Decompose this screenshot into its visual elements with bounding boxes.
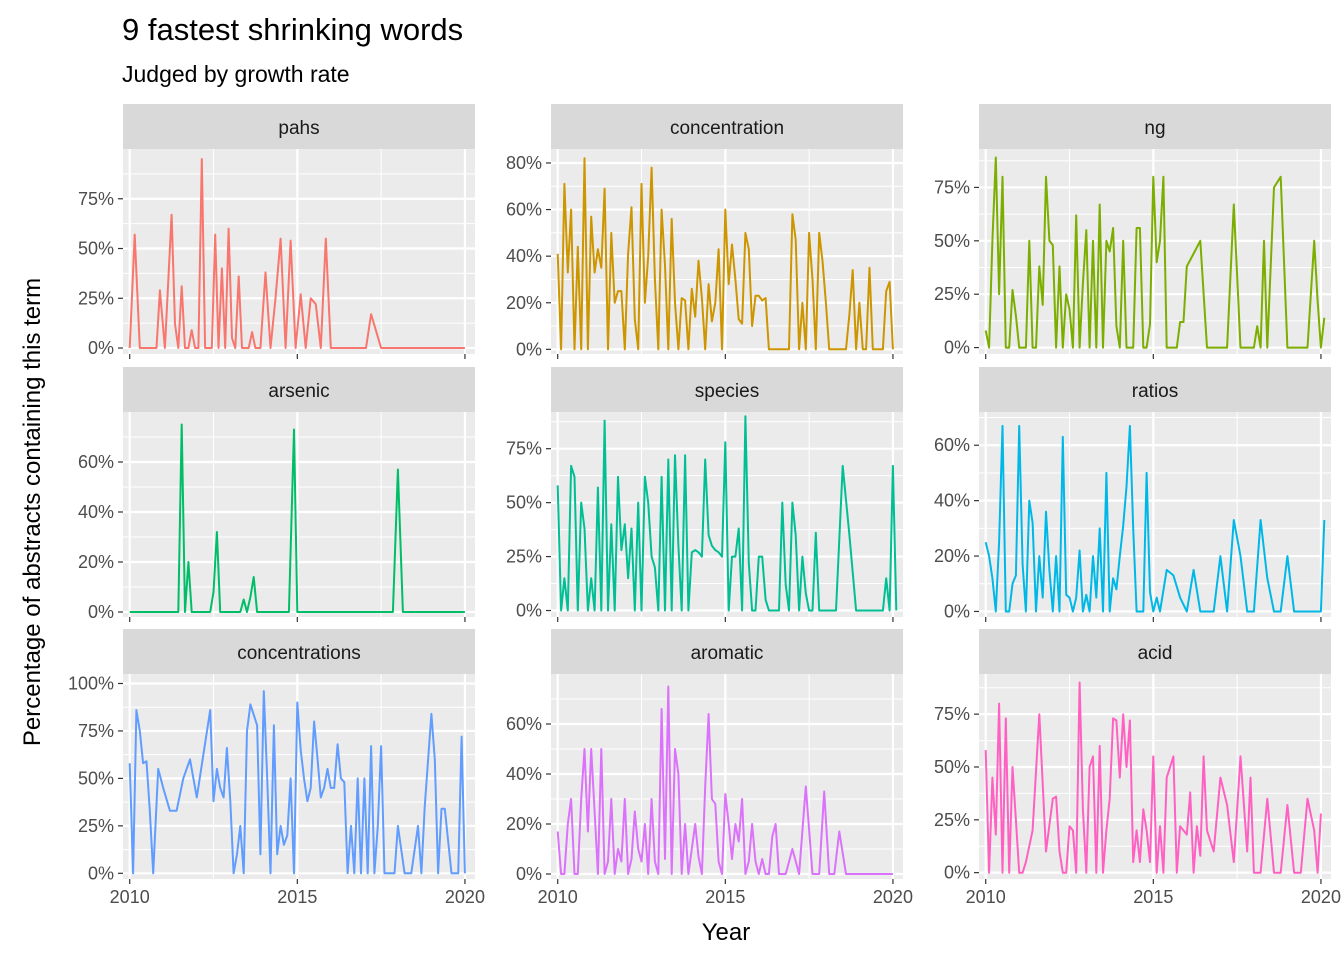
facet-strip-label: ratios [1132,381,1178,402]
series-line-ng [984,156,1326,349]
series-line-pahs [128,158,465,349]
y-tick-label: 50% [78,239,114,259]
chart-subtitle: Judged by growth rate [122,61,350,87]
facet-strip-label: concentration [670,118,784,139]
y-tick-label: 60% [506,200,542,220]
x-tick-label: 2020 [445,887,485,907]
panel-background [123,412,475,617]
y-tick-label: 0% [944,863,970,883]
x-tick-label: 2015 [705,887,745,907]
facet-strip [123,629,475,674]
y-tick-label: 40% [506,246,542,266]
y-tick-label: 25% [934,810,970,830]
facet-strip [979,367,1331,412]
y-tick-label: 20% [78,552,114,572]
x-tick-label: 2020 [1301,887,1341,907]
y-tick-label: 25% [506,547,542,567]
x-tick-label: 2015 [1133,887,1173,907]
x-tick-label: 2010 [966,887,1006,907]
y-tick-label: 50% [506,493,542,513]
facet-strip-label: concentrations [237,643,361,664]
y-tick-label: 0% [944,338,970,358]
series-line-aromatic [556,685,893,875]
y-tick-label: 40% [78,502,114,522]
y-tick-label: 25% [78,288,114,308]
x-axis-title: Year [702,919,751,946]
y-tick-label: 80% [506,153,542,173]
y-tick-label: 40% [934,491,970,511]
y-tick-label: 0% [516,864,542,884]
y-tick-label: 60% [506,714,542,734]
series-line-concentrations [128,690,466,875]
series-line-species [556,415,898,612]
facet-strip [551,629,903,674]
facet-strip-label: aromatic [691,643,764,664]
facet-strip-label: ng [1144,118,1165,139]
facet-strip-label: arsenic [268,381,329,402]
x-tick-label: 2020 [873,887,913,907]
panel-aromatic: aromatic 0% 20% 40% 60% 2010 2015 2020 [506,629,913,907]
y-tick-label: 0% [516,339,542,359]
y-tick-label: 75% [78,721,114,741]
y-tick-label: 40% [506,764,542,784]
facet-strip-label: species [695,381,759,402]
facet-strip [979,629,1331,674]
x-tick-label: 2015 [277,887,317,907]
y-tick-label: 0% [88,338,114,358]
x-tick-label: 2010 [110,887,150,907]
y-tick-label: 60% [934,435,970,455]
y-tick-label: 0% [88,863,114,883]
chart-title: 9 fastest shrinking words [122,12,463,47]
y-tick-label: 50% [78,768,114,788]
facet-strip [123,104,475,149]
x-tick-label: 2010 [538,887,578,907]
panel-ng: ng 0% 25% 50% 75% [934,104,1331,359]
facet-strip [551,367,903,412]
y-tick-label: 60% [78,452,114,472]
facet-strip [123,367,475,412]
series-line-acid [984,681,1322,874]
facet-panels: pahs 0% 25% 50% 75% concentration 0% 20% 40% 60% 8… [68,104,1341,907]
panel-ratios: ratios 0% 20% 40% 60% [934,367,1331,622]
panel-concentrations: concentrations 0% 25% 50% 75% 100% 2010 2015 202… [68,629,485,907]
y-tick-label: 75% [78,189,114,209]
y-tick-label: 0% [944,601,970,621]
y-tick-label: 100% [68,673,114,693]
y-tick-label: 20% [506,814,542,834]
series-line-arsenic [129,423,465,613]
y-axis-title: Percentage of abstracts containing this … [19,278,46,746]
y-tick-label: 75% [934,177,970,197]
facet-strip-label: pahs [278,118,319,139]
y-tick-label: 50% [934,757,970,777]
y-tick-label: 75% [934,704,970,724]
facet-strip-label: acid [1138,643,1173,664]
y-tick-label: 0% [516,601,542,621]
y-tick-label: 25% [934,284,970,304]
y-tick-label: 0% [88,602,114,622]
series-line-concentration [556,157,894,351]
panel-species: species 0% 25% 50% 75% [506,367,903,622]
panel-arsenic: arsenic 0% 20% 40% 60% [78,367,475,622]
facet-strip [979,104,1331,149]
y-tick-label: 25% [78,816,114,836]
panel-acid: acid 0% 25% 50% 75% 2010 2015 2020 [934,629,1341,907]
panel-concentration: concentration 0% 20% 40% 60% 80% [506,104,903,359]
y-tick-label: 20% [506,293,542,313]
series-line-ratios [984,424,1326,613]
y-tick-label: 50% [934,231,970,251]
panel-pahs: pahs 0% 25% 50% 75% [78,104,475,359]
y-tick-label: 75% [506,439,542,459]
facet-strip [551,104,903,149]
y-tick-label: 20% [934,546,970,566]
